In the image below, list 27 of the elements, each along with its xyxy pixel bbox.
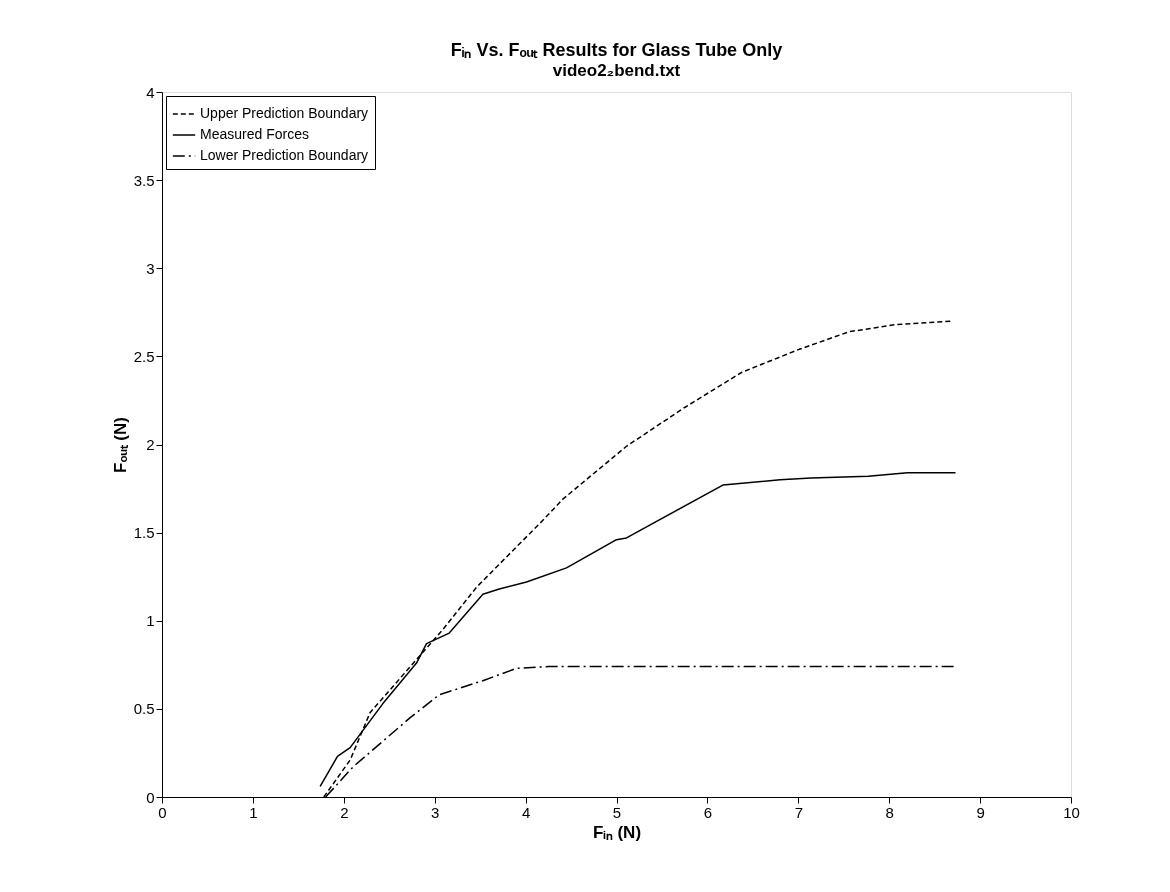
legend-label: Measured Forces xyxy=(200,126,309,142)
x-tick-label: 5 xyxy=(612,803,622,821)
y-tick-label: 4 xyxy=(146,83,155,101)
x-axis-title: Fᵢₙ (N) xyxy=(592,822,642,842)
y-tick-label: 1.5 xyxy=(133,524,155,542)
x-tick-label: 0 xyxy=(158,803,167,821)
x-tick-label: 8 xyxy=(885,803,894,821)
x-tick-label: 4 xyxy=(521,803,531,821)
x-tick-label: 3 xyxy=(431,803,440,821)
x-tick-label: 6 xyxy=(703,803,713,821)
x-tick-label: 2 xyxy=(340,803,349,821)
y-tick-label: 3 xyxy=(146,259,155,277)
x-tick-label: 1 xyxy=(249,803,258,821)
legend-label: Lower Prediction Boundary xyxy=(200,147,369,163)
x-tick-label: 7 xyxy=(794,803,803,821)
y-tick-label: 2 xyxy=(146,436,155,453)
y-tick-label: 0 xyxy=(146,788,155,806)
y-tick-label: 1 xyxy=(146,612,155,630)
y-axis-title: Fₒᵤₜ (N) xyxy=(110,417,130,473)
chart-subtitle: video2₂bend.txt xyxy=(552,61,681,80)
x-tick-label: 9 xyxy=(976,803,985,821)
legend-label: Upper Prediction Boundary xyxy=(200,105,369,121)
y-tick-label: 0.5 xyxy=(133,700,155,718)
x-tick-label: 10 xyxy=(1063,803,1080,821)
chart-title: Fᵢₙ Vs. Fₒᵤₜ Results for Glass Tube Only xyxy=(450,40,783,60)
y-tick-label: 3.5 xyxy=(133,171,155,189)
y-tick-label: 2.5 xyxy=(133,347,155,365)
